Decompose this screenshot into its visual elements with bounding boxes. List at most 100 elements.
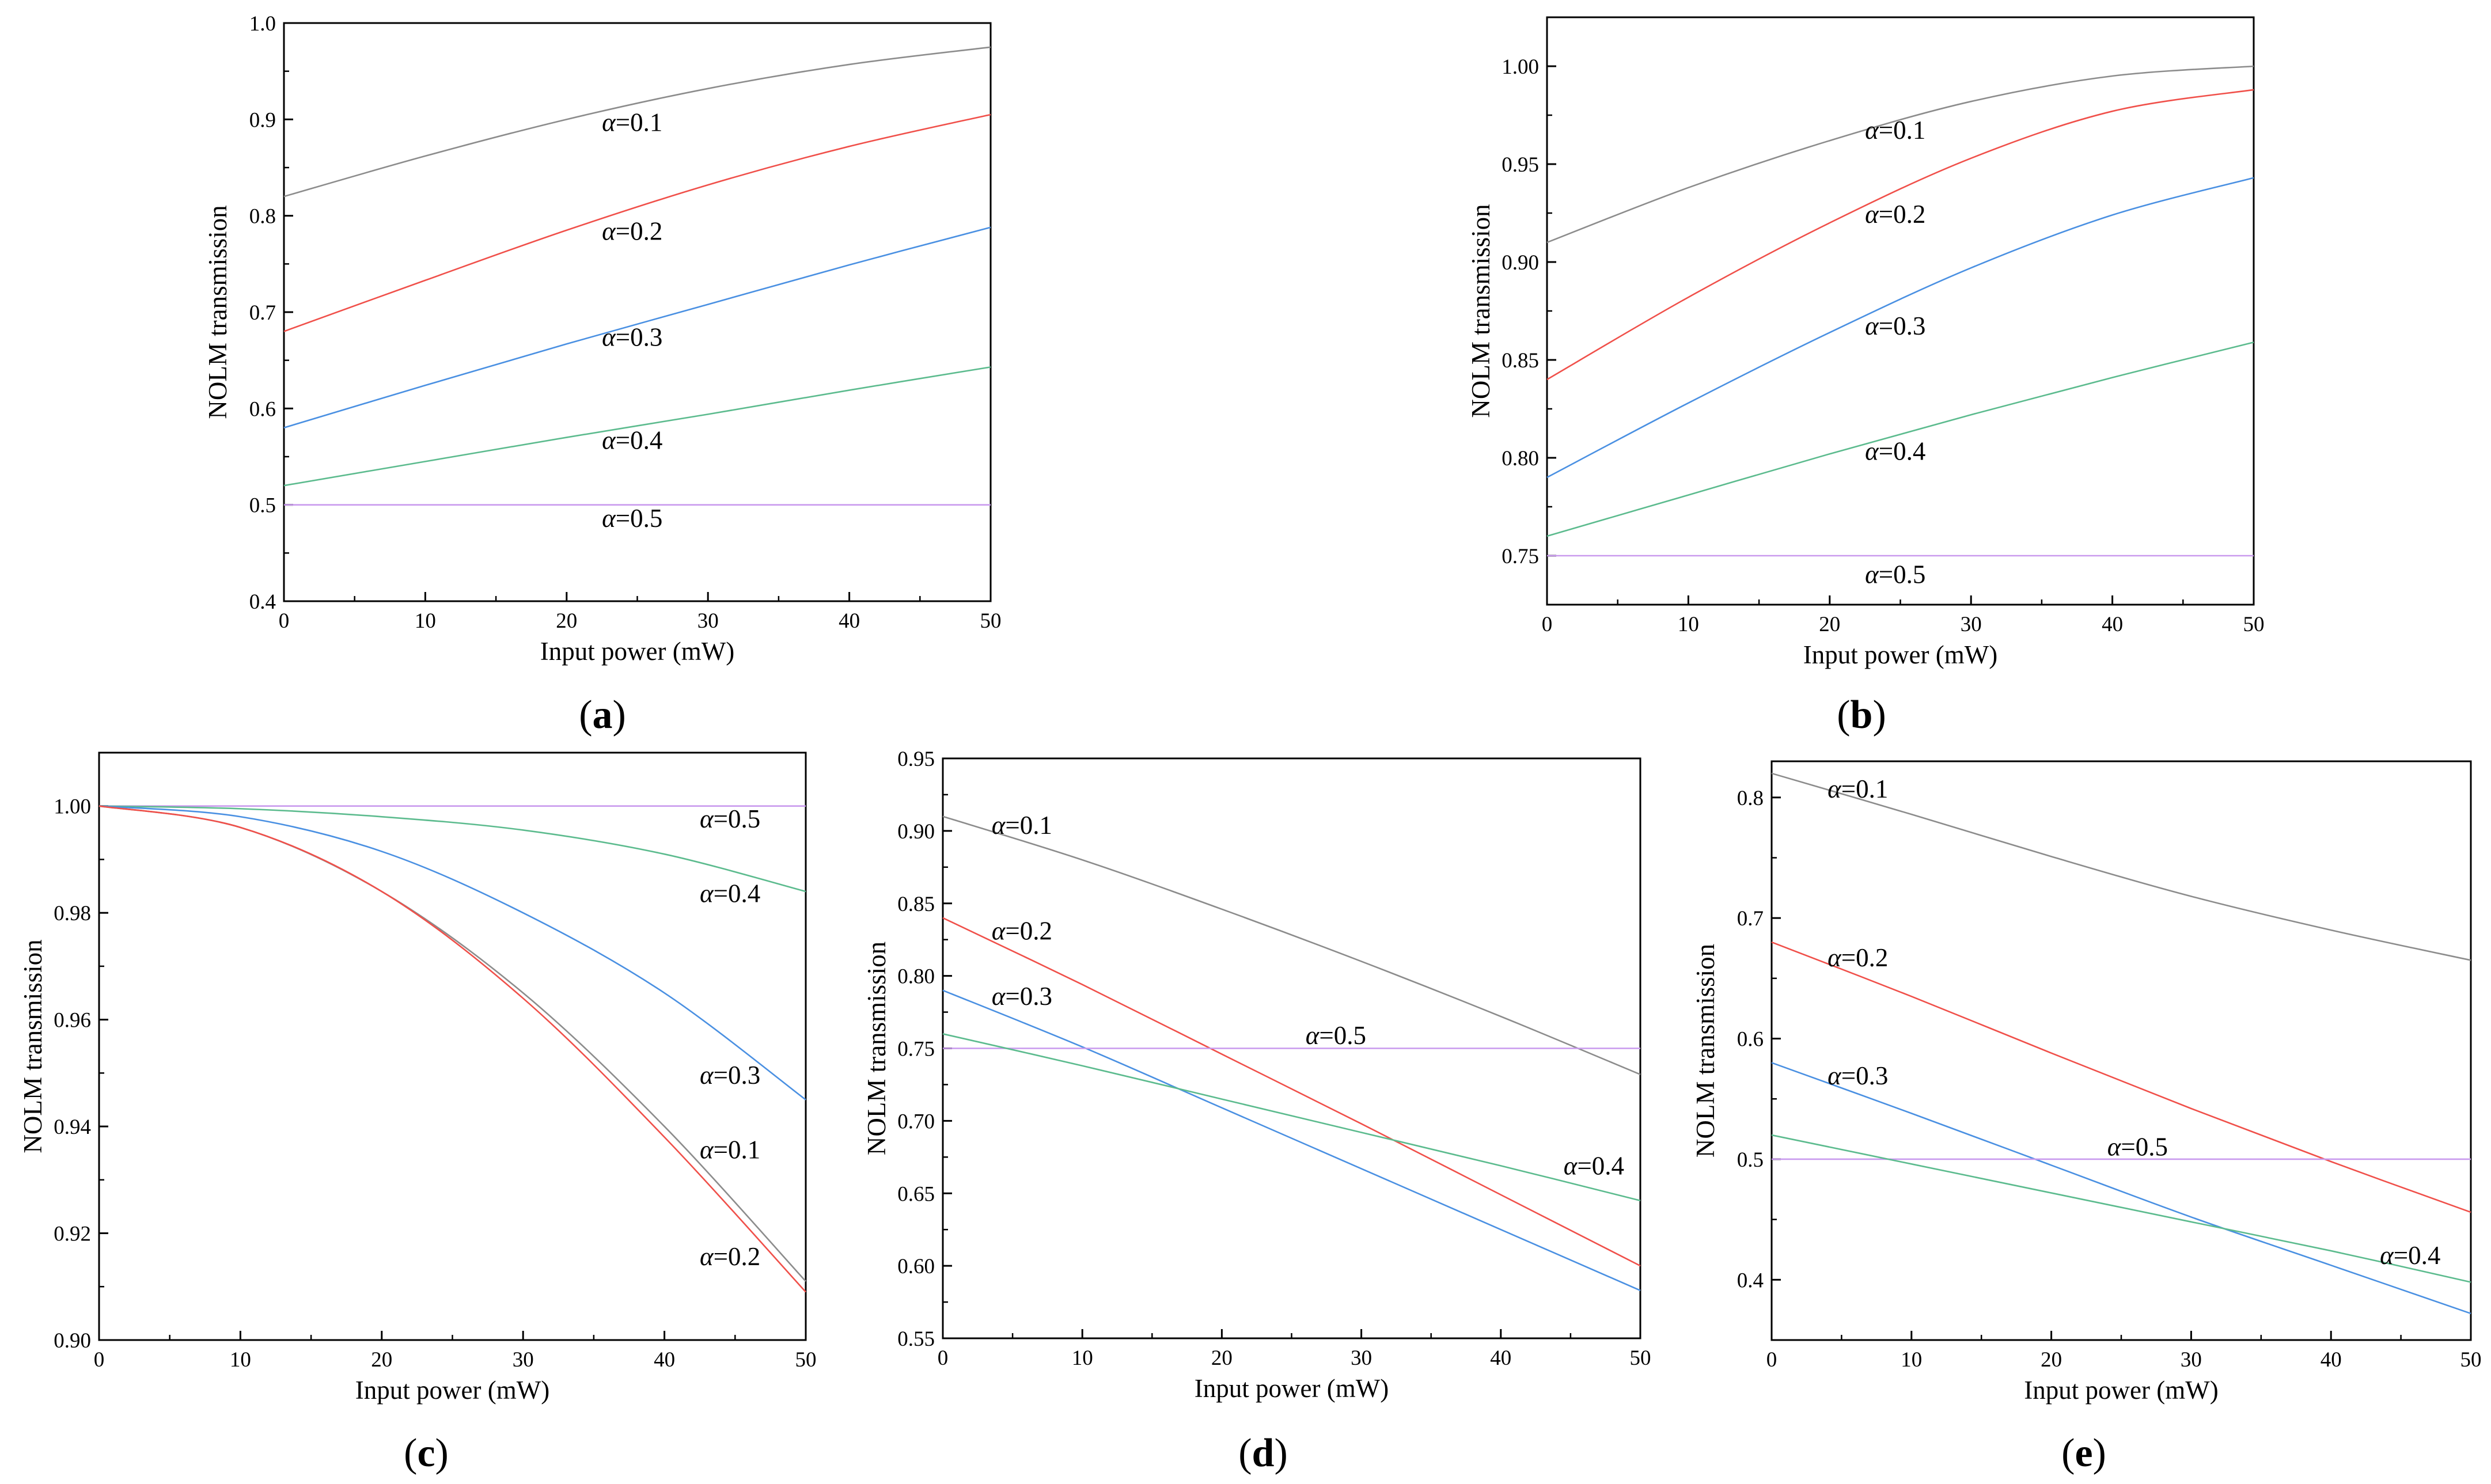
series-label-value: =0.3 — [1841, 1061, 1889, 1090]
alpha-symbol: α — [700, 1242, 714, 1271]
y-tick-label: 0.96 — [54, 1009, 91, 1033]
series-label: α=0.1 — [1828, 775, 1888, 803]
series-line-alpha-04 — [283, 366, 991, 487]
series-label-value: =0.4 — [1577, 1152, 1624, 1181]
panel-letter: b — [1851, 693, 1873, 737]
series-line-alpha-04 — [98, 805, 806, 893]
x-tick-label: 40 — [2102, 613, 2123, 636]
series-line-alpha-01 — [942, 815, 1641, 1076]
panel-letter: d — [1252, 1431, 1275, 1475]
series-label-value: =0.4 — [616, 426, 663, 455]
series-line-alpha-02 — [1546, 89, 2254, 381]
series-line-alpha-01 — [98, 805, 806, 1282]
y-tick-label: 0.8 — [249, 205, 276, 229]
x-tick-label: 40 — [1490, 1346, 1511, 1370]
x-tick-label: 30 — [697, 609, 719, 633]
series-label: α=0.5 — [1306, 1021, 1366, 1050]
x-axis-title: Input power (mW) — [1195, 1374, 1389, 1403]
series-label-value: =0.4 — [1879, 437, 1926, 465]
series-label-value: =0.3 — [1879, 312, 1926, 340]
series-label: α=0.3 — [700, 1061, 760, 1090]
series-line-alpha-03 — [942, 989, 1641, 1292]
y-tick-label: 0.80 — [1502, 447, 1539, 470]
series-label-value: =0.2 — [616, 217, 663, 246]
x-tick-label: 0 — [1542, 613, 1553, 636]
y-tick-label: 0.55 — [897, 1327, 935, 1351]
alpha-symbol: α — [1828, 943, 1842, 972]
alpha-symbol: α — [1828, 775, 1842, 803]
y-tick-label: 0.95 — [897, 747, 935, 771]
series-line-alpha-03 — [98, 805, 806, 1100]
series-label: α=0.4 — [2380, 1241, 2440, 1270]
x-axis-title: Input power (mW) — [1803, 640, 1997, 669]
y-tick-label: 0.95 — [1502, 153, 1539, 177]
series-label-value: =0.1 — [1005, 811, 1052, 840]
series-label: α=0.2 — [602, 217, 662, 246]
alpha-symbol: α — [1306, 1021, 1320, 1050]
y-tick-label: 0.6 — [249, 397, 276, 421]
series-label: α=0.2 — [700, 1242, 760, 1271]
y-tick-label: 1.0 — [249, 12, 276, 36]
series-label-value: =0.3 — [1005, 982, 1052, 1011]
y-tick-label: 0.80 — [897, 965, 935, 989]
panel-a: 0 10 20 30 40 50 0.4 0.5 0.6 0.7 0.8 0.9 1.0 Input po… — [203, 12, 1002, 737]
x-tick-label: 20 — [1211, 1346, 1233, 1370]
x-tick-label: 20 — [2041, 1348, 2062, 1372]
series-label-value: =0.5 — [616, 504, 663, 533]
x-tick-label: 0 — [279, 609, 290, 633]
y-axis-title: NOLM transmission — [1466, 204, 1495, 418]
y-tick-label: 0.90 — [1502, 251, 1539, 275]
series-line-alpha-02 — [283, 113, 991, 332]
y-tick-label: 0.5 — [1737, 1148, 1764, 1172]
alpha-symbol: α — [700, 1061, 714, 1090]
series-label-value: =0.2 — [1841, 943, 1889, 972]
series-label: α=0.4 — [700, 879, 760, 908]
alpha-symbol: α — [992, 917, 1006, 946]
y-tick-label: 0.90 — [54, 1329, 91, 1353]
series-label: α=0.1 — [1865, 116, 1925, 145]
series-line-alpha-02 — [1771, 941, 2471, 1213]
y-tick-label: 0.60 — [897, 1255, 935, 1278]
y-tick-label: 0.65 — [897, 1182, 935, 1206]
y-tick-label: 0.6 — [1737, 1028, 1764, 1052]
series-label: α=0.5 — [700, 804, 760, 833]
alpha-symbol: α — [1865, 560, 1879, 589]
y-axis-title: NOLM transmission — [862, 942, 891, 1155]
x-tick-label: 30 — [1961, 613, 1982, 636]
x-tick-label: 0 — [938, 1346, 949, 1370]
series-label-value: =0.1 — [1879, 116, 1926, 145]
series-label: α=0.2 — [1828, 943, 1888, 972]
series-label-value: =0.3 — [616, 323, 663, 352]
series-label: α=0.3 — [1828, 1061, 1888, 1090]
series-line-alpha-03 — [283, 226, 991, 429]
series-label-value: =0.1 — [1841, 775, 1889, 803]
y-tick-label: 0.98 — [54, 902, 91, 925]
x-tick-label: 10 — [1901, 1348, 1922, 1372]
x-tick-label: 20 — [371, 1348, 392, 1372]
series-line-alpha-03 — [1771, 1062, 2471, 1315]
series-label-value: =0.5 — [2121, 1133, 2168, 1162]
alpha-symbol: α — [2107, 1133, 2122, 1162]
alpha-symbol: α — [700, 1136, 714, 1164]
series-label: α=0.1 — [700, 1136, 760, 1164]
panel-d: 0 10 20 30 40 50 0.55 0.60 0.65 0.70 0.75 0.80 0.85 0… — [862, 747, 1651, 1475]
y-tick-label: 0.90 — [897, 820, 935, 844]
alpha-symbol: α — [1865, 116, 1879, 145]
series-line-alpha-01 — [283, 46, 991, 198]
alpha-symbol: α — [602, 323, 616, 352]
series-label: α=0.4 — [1865, 437, 1925, 465]
y-tick-label: 0.4 — [249, 590, 276, 614]
series-line-alpha-02 — [98, 805, 806, 1293]
panel-letter: e — [2075, 1431, 2092, 1475]
series-line-alpha-04 — [1546, 341, 2254, 537]
series-label-value: =0.3 — [714, 1061, 761, 1090]
y-tick-label: 0.75 — [1502, 545, 1539, 568]
x-tick-label: 50 — [1630, 1346, 1651, 1370]
alpha-symbol: α — [1828, 1061, 1842, 1090]
series-label: α=0.3 — [992, 982, 1052, 1011]
alpha-symbol: α — [602, 426, 616, 455]
y-axis-title: NOLM transmission — [18, 939, 47, 1153]
series-label: α=0.3 — [602, 323, 662, 352]
